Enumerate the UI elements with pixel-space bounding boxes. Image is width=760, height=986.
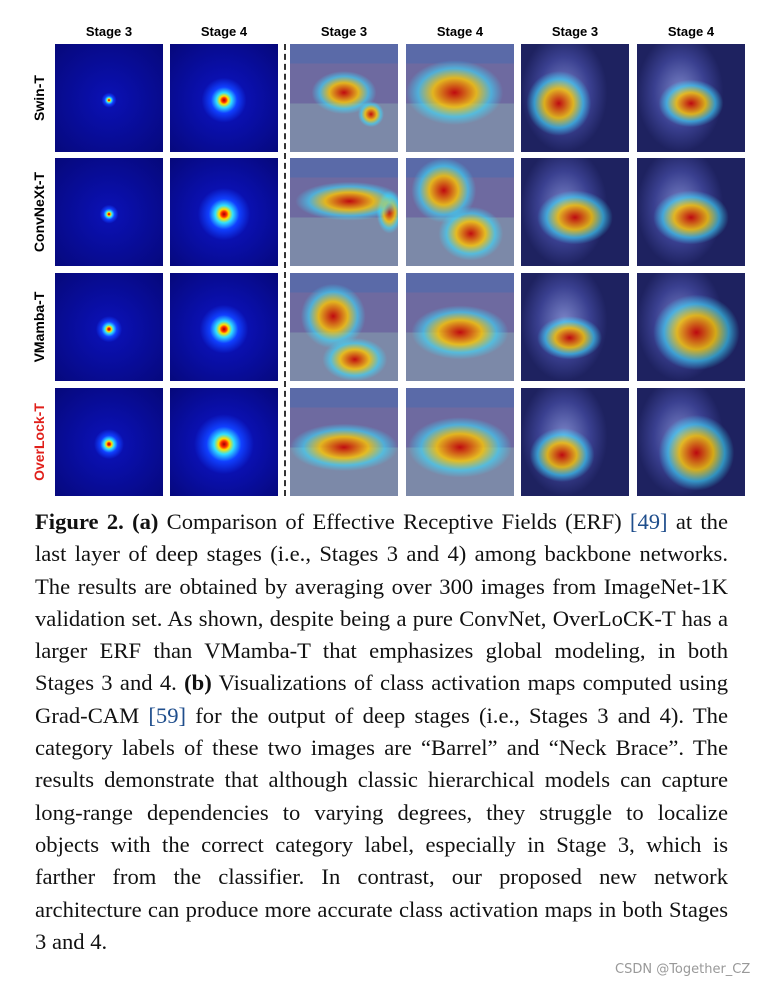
erf-map bbox=[170, 44, 278, 152]
row-label: ConvNeXt-T bbox=[31, 171, 47, 253]
watermark: CSDN @Together_CZ bbox=[615, 962, 751, 977]
erf-map bbox=[170, 158, 278, 266]
cam-map bbox=[637, 273, 745, 381]
caption-text: Comparison of Effective Receptive Fields… bbox=[158, 509, 630, 534]
cam-map bbox=[521, 44, 629, 152]
caption-part: (b) bbox=[184, 670, 212, 696]
divider bbox=[284, 44, 286, 496]
column-header: Stage 4 bbox=[436, 24, 484, 39]
citation: [49] bbox=[629, 509, 668, 534]
cam-map bbox=[521, 273, 629, 381]
cam-map bbox=[290, 273, 398, 381]
cam-map bbox=[290, 158, 398, 266]
cam-map bbox=[521, 388, 629, 496]
citation: [59] bbox=[148, 702, 187, 728]
caption-text: Visualizations of class activation maps … bbox=[35, 670, 728, 728]
column-header: Stage 3 bbox=[320, 24, 368, 39]
cam-map bbox=[290, 388, 398, 496]
cam-map bbox=[406, 273, 514, 381]
cam-map bbox=[406, 44, 514, 152]
caption-label: Figure 2. bbox=[35, 509, 124, 534]
caption-text: for the output of deep stages (i.e., Sta… bbox=[35, 702, 728, 954]
cam-map bbox=[637, 388, 745, 496]
cam-map bbox=[406, 158, 514, 266]
caption-part: (a) bbox=[132, 509, 159, 534]
column-header: Stage 3 bbox=[551, 24, 599, 39]
column-header: Stage 4 bbox=[667, 24, 715, 39]
row-label: VMamba-T bbox=[31, 291, 47, 363]
row-label: Swin-T bbox=[31, 75, 47, 121]
row-label: OverLock-T bbox=[31, 403, 47, 481]
column-header: Stage 3 bbox=[85, 24, 133, 39]
erf-map bbox=[55, 44, 163, 152]
erf-map bbox=[55, 273, 163, 381]
cam-map bbox=[406, 388, 514, 496]
caption-text: at the last layer of deep stages (i.e., … bbox=[35, 509, 728, 696]
cam-map bbox=[637, 44, 745, 152]
cam-map bbox=[637, 158, 745, 266]
erf-map bbox=[55, 388, 163, 496]
cam-map bbox=[521, 158, 629, 266]
erf-map bbox=[55, 158, 163, 266]
caption: Figure 2. (a) Comparison of Effective Re… bbox=[35, 506, 728, 958]
cam-map bbox=[290, 44, 398, 152]
erf-map bbox=[170, 273, 278, 381]
erf-map bbox=[170, 388, 278, 496]
column-header: Stage 4 bbox=[200, 24, 248, 39]
